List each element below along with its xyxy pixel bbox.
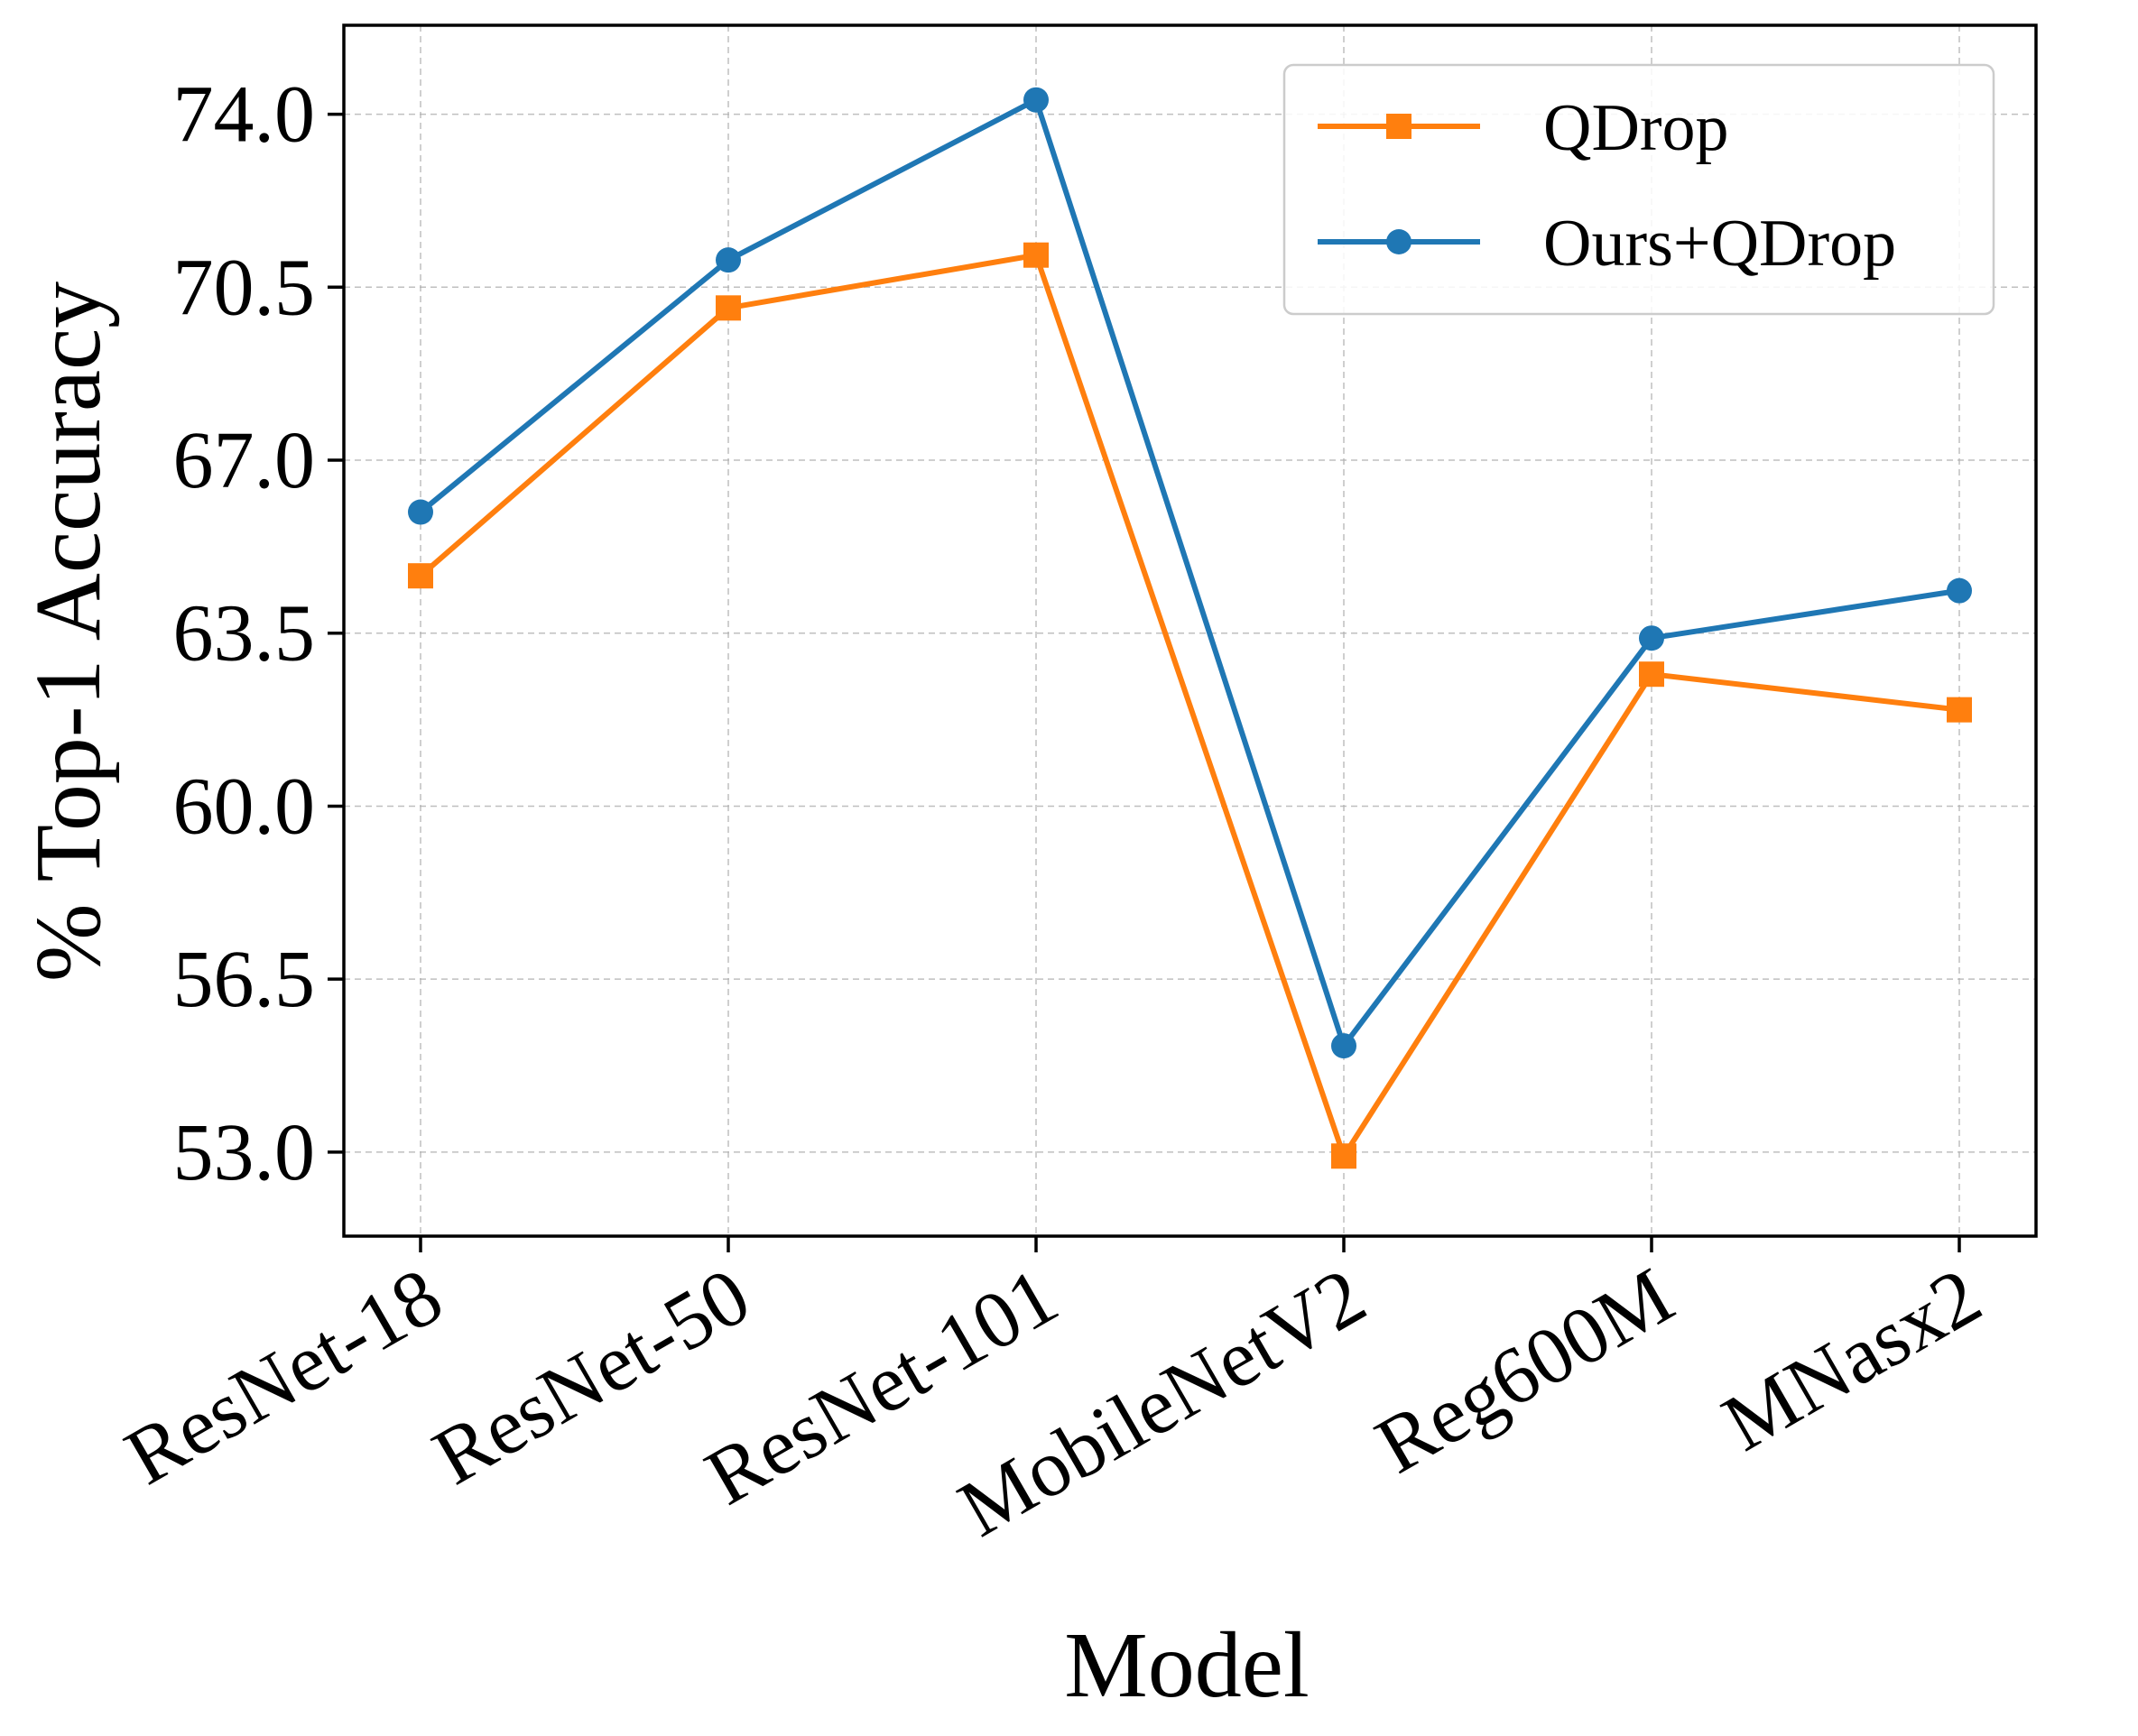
series-layer: [408, 87, 1972, 1169]
data-point: [1023, 87, 1049, 113]
y-tick-label: 60.0: [173, 762, 316, 851]
series-ours-qdrop: [408, 87, 1972, 1059]
legend-marker: [1386, 114, 1411, 139]
y-tick-label: 74.0: [173, 70, 316, 160]
data-point: [716, 247, 741, 273]
legend: QDrop Ours+QDrop: [1282, 63, 1995, 316]
y-tick-label: 56.5: [173, 935, 316, 1024]
x-tick-label: MNasx2: [1708, 1251, 1995, 1469]
legend-label: QDrop: [1543, 91, 1729, 165]
data-point: [1331, 1033, 1356, 1059]
data-point: [716, 295, 741, 321]
series-line: [419, 97, 1960, 1049]
series-line: [419, 252, 1960, 1159]
data-point: [1947, 577, 1972, 604]
data-point: [1639, 625, 1664, 651]
series-qdrop: [408, 242, 1972, 1169]
data-point: [1639, 661, 1664, 688]
data-point: [1947, 697, 1972, 723]
data-point: [1331, 1143, 1356, 1169]
plot-frame: [342, 23, 2038, 1238]
legend-marker: [1386, 229, 1411, 254]
x-axis-title: Model: [1064, 1613, 1310, 1717]
y-tick-label: 63.5: [173, 589, 316, 679]
grid: [344, 25, 2036, 1236]
y-axis-title: % Top-1 Accuracy: [16, 282, 120, 982]
x-tick-label: ResNet-18: [111, 1251, 457, 1502]
y-tick-label: 70.5: [173, 243, 316, 332]
x-axis: ResNet-18ResNet-50ResNet-101MobileNetV2R…: [111, 1236, 1995, 1554]
x-tick-label: Reg600M: [1362, 1251, 1688, 1491]
data-point: [408, 563, 433, 589]
data-point: [408, 499, 433, 525]
y-axis: 53.0 56.5 60.0 63.5 67.0 70.5 74.0: [173, 70, 344, 1197]
y-tick-label: 53.0: [173, 1108, 316, 1197]
data-point: [1023, 242, 1049, 268]
legend-label: Ours+QDrop: [1543, 207, 1896, 281]
y-tick-label: 67.0: [173, 416, 316, 505]
